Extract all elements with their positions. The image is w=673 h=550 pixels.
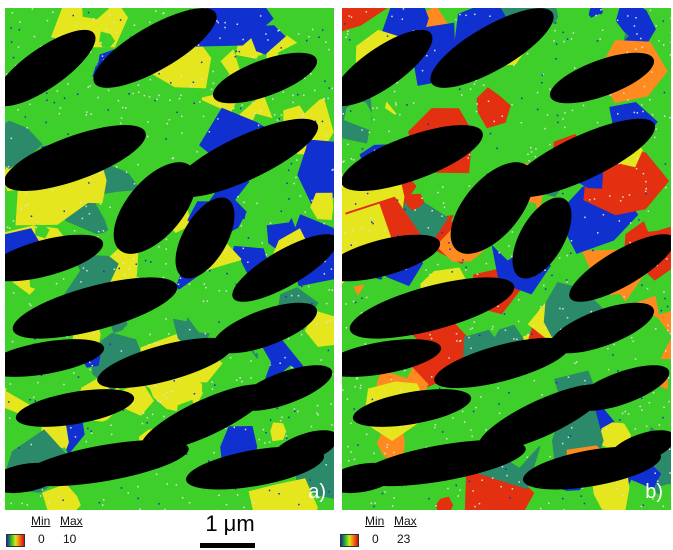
scale-bar: 1 μm <box>190 511 270 550</box>
legend-max-label-a: Max <box>60 514 83 528</box>
ebsd-map-a: a) <box>5 8 334 510</box>
color-legend-b: Min Max 0 23 <box>340 514 460 550</box>
color-gradient-swatch-a <box>6 534 25 547</box>
legend-max-value-a: 10 <box>63 532 77 546</box>
legend-max-label-b: Max <box>394 514 417 528</box>
scale-bar-label: 1 μm <box>205 511 255 536</box>
color-legend-a: Min Max 0 10 <box>6 514 126 550</box>
legend-min-value-b: 0 <box>372 532 379 546</box>
ebsd-image-b <box>342 8 671 510</box>
panel-label-b: b) <box>645 481 663 503</box>
color-gradient-swatch-b <box>340 534 359 547</box>
legend-min-label-b: Min <box>365 514 385 528</box>
scale-bar-line <box>200 543 255 548</box>
legend-min-value-a: 0 <box>38 532 45 546</box>
panel-label-a: a) <box>308 481 326 503</box>
legend-max-value-b: 23 <box>397 532 411 546</box>
ebsd-image-a <box>5 8 334 510</box>
ebsd-map-b: b) <box>342 8 671 510</box>
legend-min-label-a: Min <box>31 514 51 528</box>
